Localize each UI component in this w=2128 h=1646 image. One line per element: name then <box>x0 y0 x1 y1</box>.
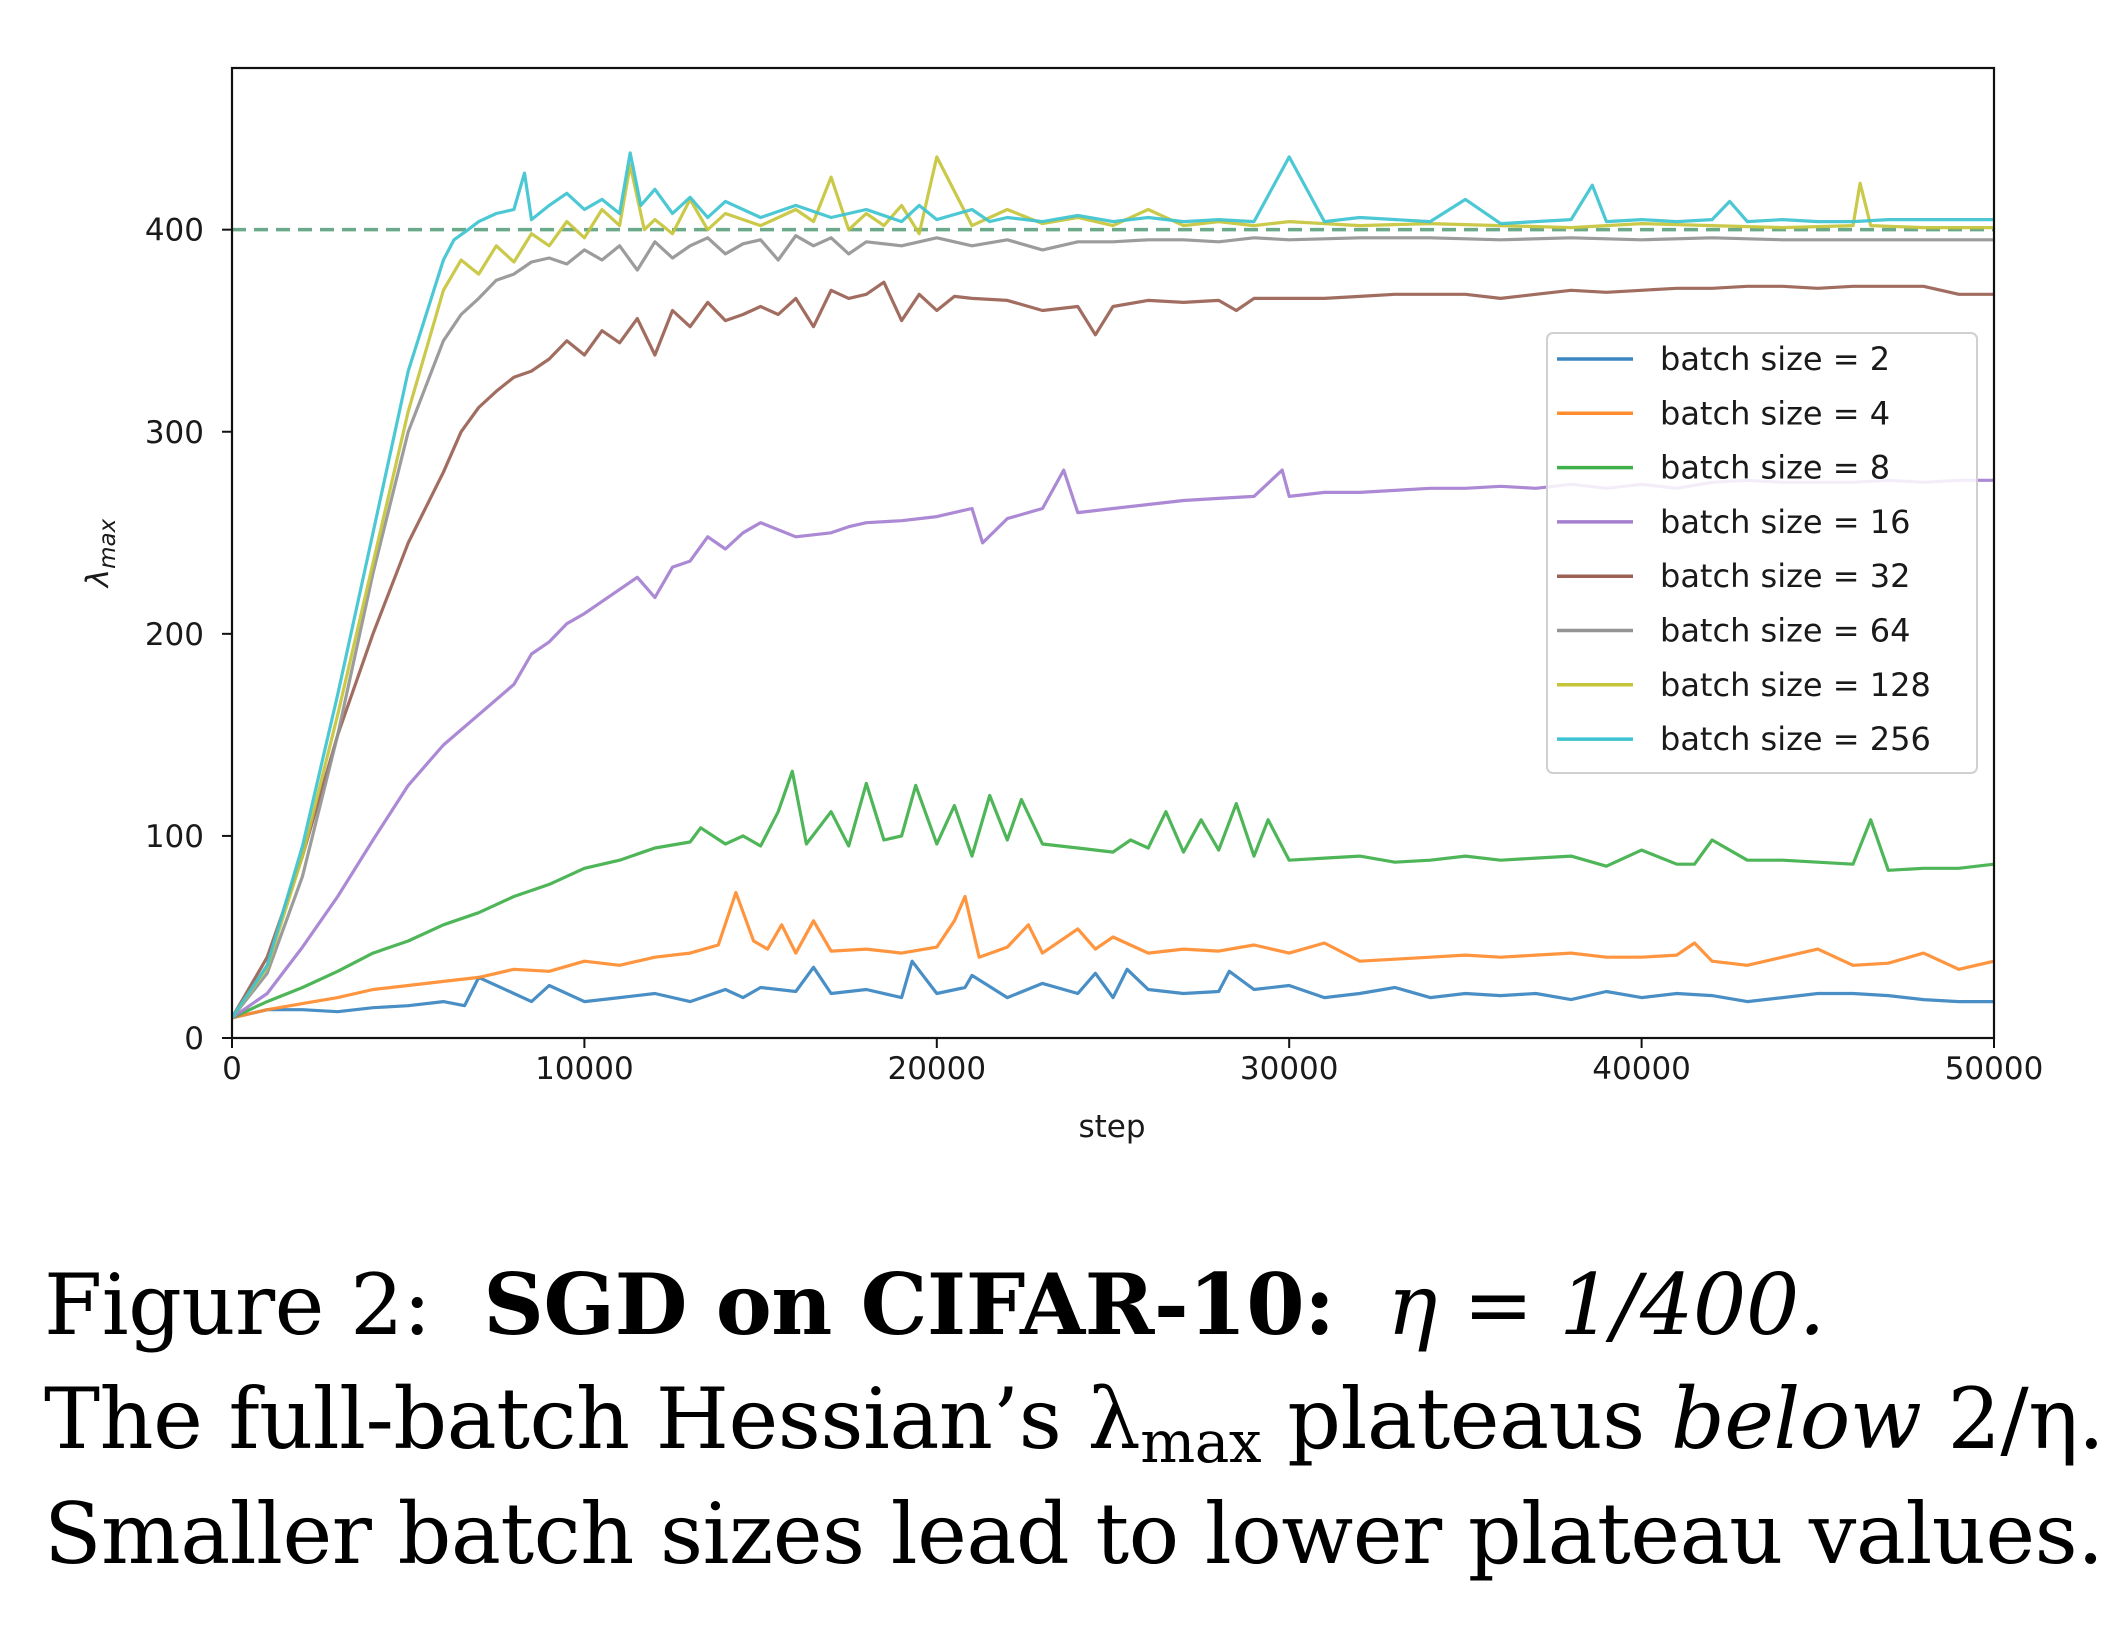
caption-line-2: The full-batch Hessian’s λmax plateaus b… <box>44 1362 2105 1477</box>
legend: batch size = 2 batch size = 4 batch size =… <box>1546 332 1978 774</box>
legend-label: batch size = 128 <box>1660 666 1931 704</box>
x-tick-label: 30000 <box>1240 1051 1339 1087</box>
x-tick-label: 40000 <box>1592 1051 1691 1087</box>
figure-caption: Figure 2: SGD on CIFAR-10: η = 1/400. Th… <box>44 1247 2105 1592</box>
caption-subscript: max <box>1140 1408 1262 1476</box>
caption-learning-rate: η = 1/400. <box>1387 1256 1825 1354</box>
x-tick-label: 20000 <box>887 1051 986 1087</box>
legend-label: batch size = 256 <box>1660 720 1931 758</box>
legend-label: batch size = 4 <box>1660 394 1890 432</box>
y-tick-label: 200 <box>145 617 204 653</box>
legend-box <box>1546 332 1978 774</box>
legend-label: batch size = 2 <box>1660 340 1890 378</box>
axes-frame <box>230 66 1996 1040</box>
series-layer <box>232 151 1994 1020</box>
y-tick-label: 0 <box>184 1021 204 1057</box>
y-tick-label: 100 <box>145 819 204 855</box>
x-axis-ticks: 0 10000 20000 30000 40000 50000 <box>222 1038 2043 1087</box>
y-tick-label: 300 <box>145 415 204 451</box>
caption-line-3: Smaller batch sizes lead to lower platea… <box>44 1485 2104 1583</box>
series-line-32 <box>232 280 1994 1019</box>
x-tick-label: 0 <box>222 1051 242 1087</box>
caption-figure-label: Figure 2: <box>44 1256 431 1354</box>
x-tick-label: 50000 <box>1945 1051 2044 1087</box>
series-line-256 <box>232 151 1994 1019</box>
caption-text: 2/η. <box>1921 1370 2105 1468</box>
caption-text: The full-batch Hessian’s λ <box>44 1370 1141 1468</box>
caption-title: SGD on CIFAR-10: <box>483 1255 1335 1354</box>
y-axis-label-subscript: max <box>95 518 121 568</box>
caption-text: plateaus <box>1261 1370 1671 1468</box>
legend-label: batch size = 8 <box>1660 449 1890 487</box>
x-tick-label: 10000 <box>535 1051 634 1087</box>
y-axis-label: λmax <box>80 518 121 589</box>
y-axis-label-lambda: λ <box>80 569 116 589</box>
series-line-2 <box>232 959 1994 1020</box>
y-axis-ticks: 0 100 200 300 400 <box>145 213 232 1057</box>
x-axis-label: step <box>1078 1109 1145 1145</box>
y-tick-label: 400 <box>145 213 204 249</box>
legend-label: batch size = 16 <box>1660 503 1910 541</box>
legend-label: batch size = 32 <box>1660 557 1910 595</box>
series-line-4 <box>232 890 1994 1020</box>
series-line-64 <box>232 234 1994 1019</box>
legend-label: batch size = 64 <box>1660 612 1910 650</box>
caption-line-1: Figure 2: SGD on CIFAR-10: η = 1/400. <box>44 1247 2104 1362</box>
chart-figure: 0 10000 20000 30000 40000 50000 0 100 200 300 400… <box>80 66 2043 1145</box>
caption-emphasis: below <box>1670 1370 1922 1468</box>
series-line-8 <box>232 769 1994 1020</box>
series-line-128 <box>232 155 1994 1019</box>
